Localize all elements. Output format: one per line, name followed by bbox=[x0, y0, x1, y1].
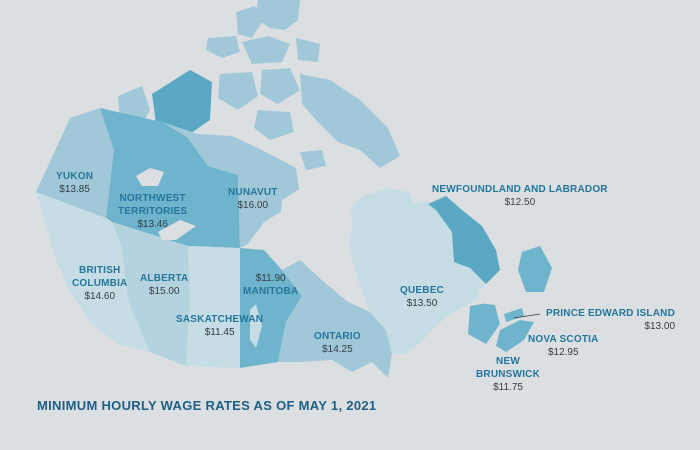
label-yukon: YUKON $13.85 bbox=[56, 170, 93, 196]
nb-wage: $11.75 bbox=[493, 382, 523, 393]
arctic-island-b bbox=[242, 36, 290, 64]
great-slave-lake bbox=[158, 220, 196, 240]
nl-wage: $12.50 bbox=[504, 197, 536, 208]
arctic-island-a bbox=[206, 36, 240, 58]
nwt-name-line2: TERRITORIES bbox=[118, 206, 188, 217]
pei-name: PRINCE EDWARD ISLAND bbox=[546, 308, 676, 319]
arctic-island-d bbox=[218, 72, 258, 110]
nwt-wage: $13.46 bbox=[137, 219, 168, 230]
hudson-bay bbox=[280, 186, 352, 266]
manitoba-name: MANITOBA bbox=[243, 286, 299, 297]
great-bear-lake bbox=[136, 168, 164, 186]
yukon-name: YUKON bbox=[56, 171, 94, 182]
lake-winnipeg bbox=[250, 304, 262, 348]
bc-wage: $14.60 bbox=[84, 291, 116, 302]
region-ontario bbox=[278, 260, 392, 378]
label-nb: NEW BRUNSWICK $11.75 bbox=[476, 355, 540, 394]
axel-heiberg-island bbox=[236, 6, 262, 38]
nunavut-name: NUNAVUT bbox=[228, 187, 278, 198]
label-ns: NOVA SCOTIA $12.95 bbox=[528, 333, 599, 359]
nb-name-line1: NEW bbox=[496, 356, 520, 367]
bc-name-line2: COLUMBIA bbox=[72, 278, 128, 289]
baffin-island bbox=[300, 74, 400, 168]
label-alberta: ALBERTA $15.00 bbox=[140, 272, 188, 298]
quebec-name: QUEBEC bbox=[400, 285, 444, 296]
ungava-bay bbox=[408, 186, 428, 204]
region-newfoundland-island bbox=[518, 246, 552, 292]
region-alberta bbox=[112, 222, 190, 366]
arctic-island-c bbox=[296, 38, 320, 62]
label-bc: BRITISH COLUMBIA $14.60 bbox=[72, 264, 127, 303]
arctic-island-e bbox=[260, 68, 300, 104]
nl-name: NEWFOUNDLAND AND LABRADOR bbox=[432, 184, 608, 195]
gulf-of-st-lawrence bbox=[478, 282, 512, 306]
nwt-name-line1: NORTHWEST bbox=[119, 193, 186, 204]
quebec-wage: $13.50 bbox=[406, 298, 438, 309]
victoria-island bbox=[152, 70, 212, 138]
map-title: MINIMUM HOURLY WAGE RATES AS OF MAY 1, 2… bbox=[37, 398, 377, 413]
region-new-brunswick bbox=[468, 302, 500, 344]
region-labrador bbox=[428, 196, 500, 284]
region-yukon bbox=[36, 108, 114, 218]
ellesmere-island bbox=[255, 0, 300, 30]
label-nl: NEWFOUNDLAND AND LABRADOR $12.50 bbox=[432, 183, 608, 209]
region-pei bbox=[504, 308, 524, 322]
ns-wage: $12.95 bbox=[547, 347, 579, 358]
region-nwt bbox=[100, 108, 240, 248]
ontario-wage: $14.25 bbox=[322, 344, 353, 355]
saskatchewan-wage: $11.45 bbox=[204, 327, 235, 338]
label-nunavut: NUNAVUT $16.00 bbox=[228, 186, 278, 212]
nb-name-line2: BRUNSWICK bbox=[476, 369, 541, 380]
alberta-name: ALBERTA bbox=[140, 273, 189, 284]
pei-leader-line bbox=[513, 313, 541, 319]
yukon-wage: $13.85 bbox=[59, 184, 90, 195]
region-nunavut-mainland bbox=[162, 122, 300, 248]
region-quebec bbox=[348, 188, 486, 354]
label-saskatchewan: SASKATCHEWAN $11.45 bbox=[176, 313, 263, 339]
label-manitoba: $11.90 MANITOBA bbox=[243, 272, 298, 298]
label-quebec: QUEBEC $13.50 bbox=[400, 284, 444, 310]
region-saskatchewan bbox=[186, 246, 240, 368]
bc-name-line1: BRITISH bbox=[79, 265, 121, 276]
label-nwt: NORTHWEST TERRITORIES $13.46 bbox=[118, 192, 187, 231]
james-bay bbox=[334, 256, 354, 292]
region-bc bbox=[36, 192, 150, 352]
pei-wage: $13.00 bbox=[644, 321, 676, 332]
label-ontario: ONTARIO $14.25 bbox=[314, 330, 361, 356]
southampton-island bbox=[300, 150, 326, 170]
ns-name: NOVA SCOTIA bbox=[528, 334, 599, 345]
region-nova-scotia bbox=[496, 320, 534, 352]
alberta-wage: $15.00 bbox=[148, 286, 180, 297]
nunavut-wage: $16.00 bbox=[237, 200, 269, 211]
manitoba-wage: $11.90 bbox=[255, 273, 286, 284]
saskatchewan-name: SASKATCHEWAN bbox=[176, 314, 264, 325]
label-pei: PRINCE EDWARD ISLAND $13.00 bbox=[546, 307, 675, 333]
arctic-island-f bbox=[254, 110, 294, 140]
ontario-name: ONTARIO bbox=[314, 331, 361, 342]
